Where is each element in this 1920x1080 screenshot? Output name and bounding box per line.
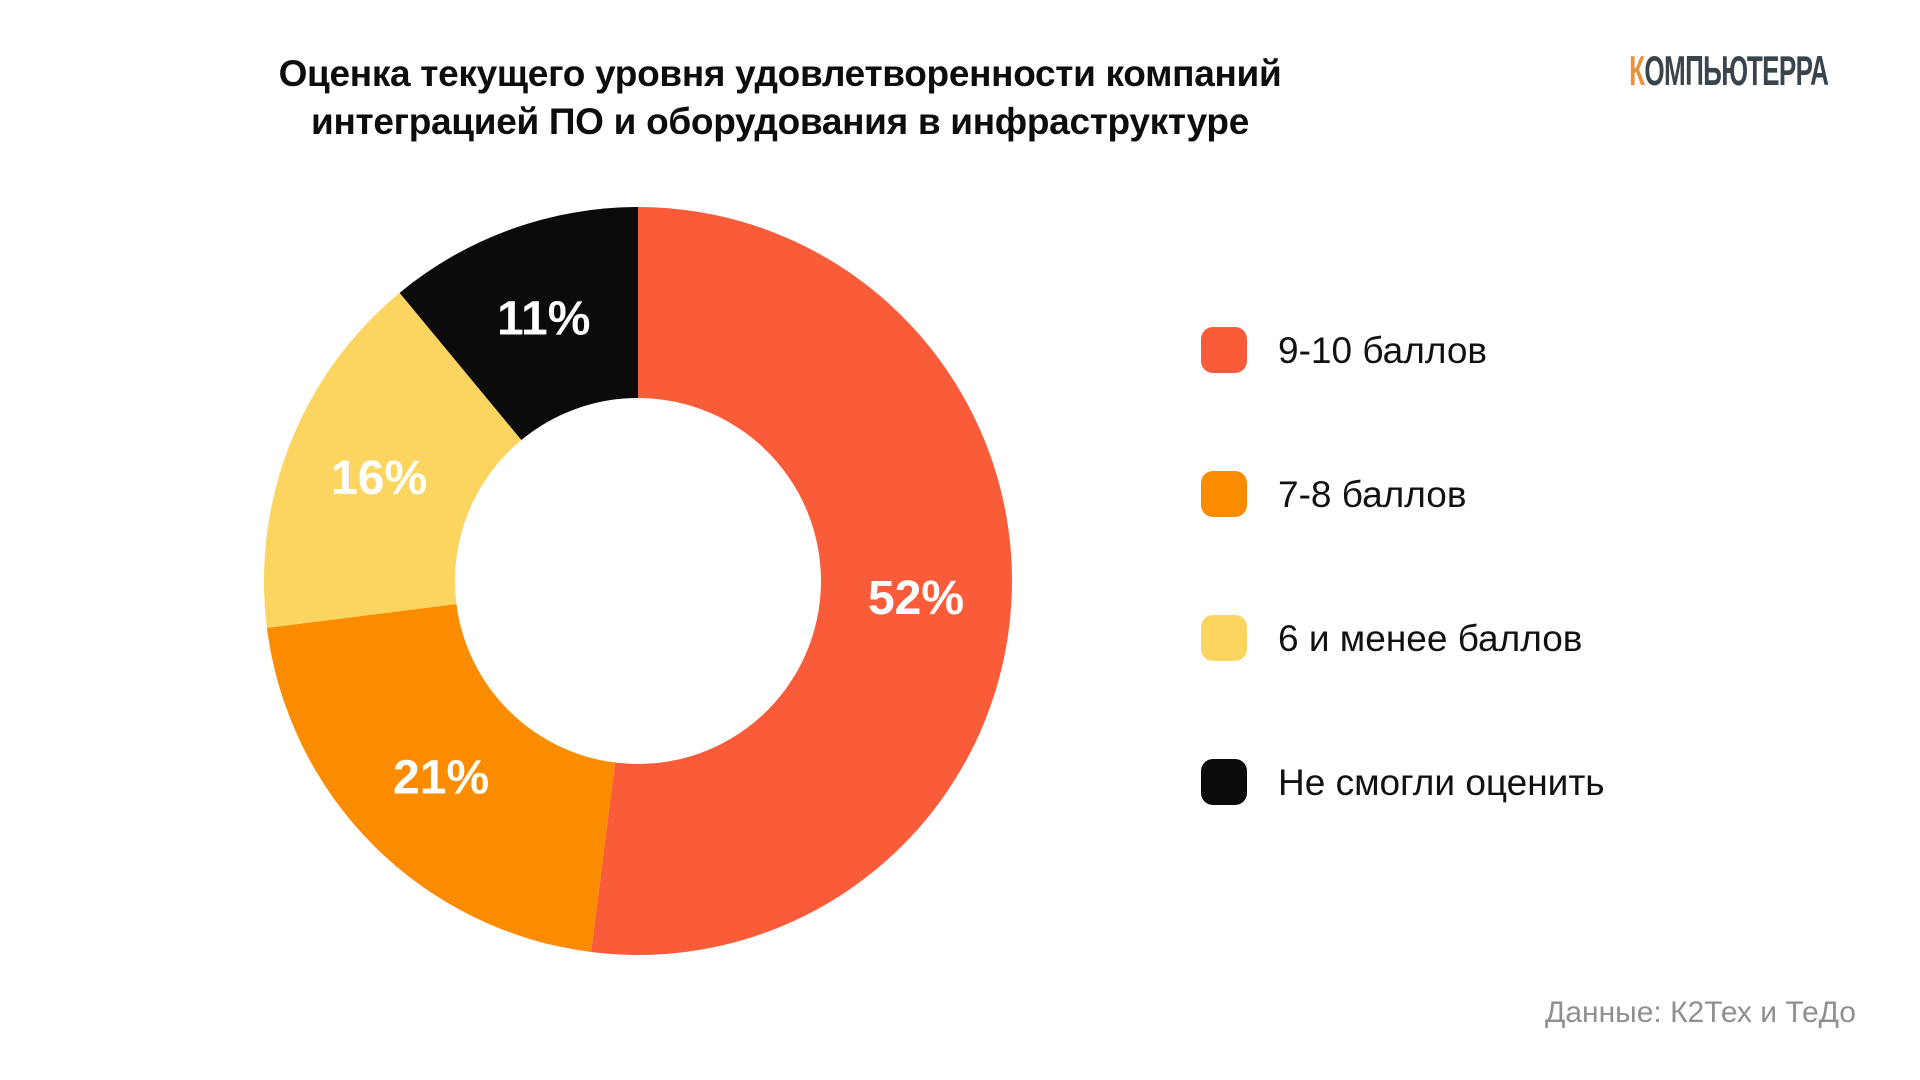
legend-label-0: 9-10 баллов [1278,329,1488,371]
page-title-line-1: Оценка текущего уровня удовлетворенности… [278,53,1282,94]
legend-label-1: 7-8 баллов [1278,473,1467,515]
logo-text: ОМПЬЮТЕРРА [1644,47,1829,94]
donut-slice-3 [399,207,638,440]
chart-legend: 9-10 баллов 7-8 баллов 6 и менее баллов Не … [1201,327,1605,805]
slice-value-label-3: 11% [497,293,590,346]
slice-value-label-1: 21% [393,751,489,804]
komputerra-logo: КОМПЬЮТЕРРА [1628,47,1829,95]
slice-value-label-0: 52% [868,572,964,625]
legend-swatch-1 [1201,471,1247,517]
logo-accent-letter: К [1628,47,1645,94]
legend-swatch-0 [1201,327,1247,373]
donut-slice-2 [264,292,522,628]
legend-item-3: Не смогли оценить [1201,759,1605,805]
donut-slice-0 [591,207,1013,955]
legend-swatch-3 [1201,759,1247,805]
page-title-line-2: интеграцией ПО и оборудования в инфрастр… [311,101,1249,142]
legend-item-0: 9-10 баллов [1201,327,1605,373]
legend-label-2: 6 и менее баллов [1278,617,1583,659]
legend-label-3: Не смогли оценить [1278,761,1605,803]
slice-value-label-2: 16% [331,452,427,505]
legend-swatch-2 [1201,615,1247,661]
page-title: Оценка текущего уровня удовлетворенности… [0,50,1560,146]
legend-item-1: 7-8 баллов [1201,471,1605,517]
data-source-note: Данные: К2Тех и ТеДо [1545,996,1856,1029]
donut-slice-1 [266,603,616,953]
legend-item-2: 6 и менее баллов [1201,615,1605,661]
